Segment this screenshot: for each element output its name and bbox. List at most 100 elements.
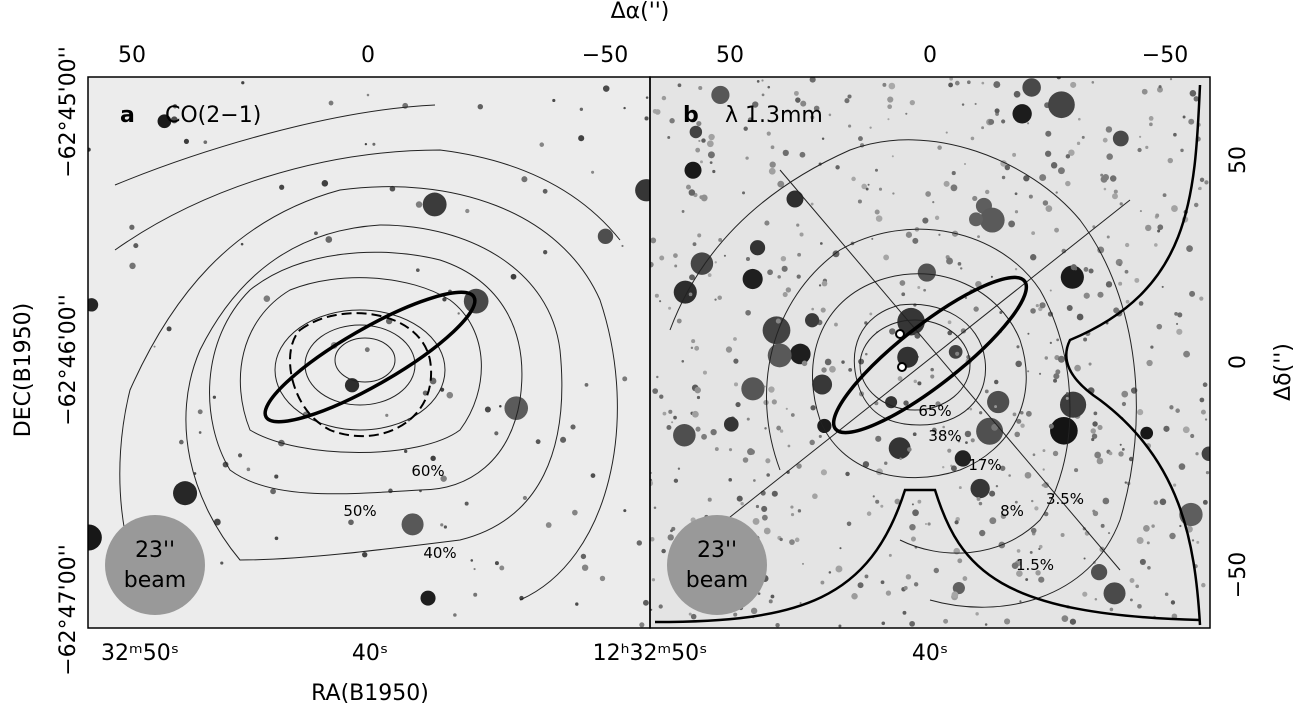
star — [1070, 619, 1076, 625]
star — [838, 624, 841, 627]
star — [1190, 434, 1194, 438]
contour-label: 65% — [918, 402, 951, 420]
star — [819, 284, 821, 286]
star — [771, 595, 775, 599]
star — [762, 515, 768, 521]
star — [764, 528, 771, 535]
star — [1151, 524, 1154, 527]
star — [1092, 421, 1097, 426]
star — [329, 101, 334, 106]
star — [944, 181, 950, 187]
star — [858, 200, 862, 204]
star — [1200, 178, 1204, 182]
star — [796, 223, 799, 226]
star — [457, 312, 459, 314]
star — [869, 312, 872, 315]
star — [889, 554, 892, 557]
star — [820, 242, 823, 245]
star — [741, 377, 764, 400]
star — [780, 429, 783, 432]
star — [1048, 91, 1075, 118]
star — [882, 83, 886, 87]
star — [745, 310, 751, 316]
star — [802, 361, 808, 367]
star — [797, 275, 801, 279]
star — [682, 210, 685, 213]
star — [1125, 243, 1129, 247]
star — [1067, 305, 1073, 311]
star — [881, 622, 885, 626]
star — [598, 229, 613, 244]
star — [659, 300, 661, 302]
star — [786, 287, 791, 292]
star — [495, 561, 499, 565]
star — [325, 236, 332, 243]
star — [511, 274, 517, 280]
star — [746, 257, 750, 261]
star — [575, 602, 578, 605]
star — [951, 465, 957, 471]
star — [652, 578, 655, 581]
star — [691, 252, 713, 274]
star — [913, 432, 917, 436]
star — [764, 221, 769, 226]
star — [937, 145, 941, 149]
star — [1137, 409, 1143, 415]
star — [546, 522, 552, 528]
star — [820, 581, 824, 585]
star — [708, 151, 715, 158]
star — [845, 472, 849, 476]
star — [1134, 278, 1139, 283]
star — [1198, 187, 1201, 190]
beam-a — [105, 515, 205, 615]
star — [1170, 78, 1172, 80]
star — [473, 568, 475, 570]
star — [1092, 510, 1095, 513]
star — [971, 137, 975, 141]
star — [1137, 604, 1142, 609]
star — [930, 368, 934, 372]
star — [766, 473, 770, 477]
star — [129, 225, 134, 230]
star — [1034, 506, 1038, 510]
star — [1050, 342, 1052, 344]
contour-label: 60% — [411, 462, 444, 480]
star — [1008, 220, 1015, 227]
bottom-tick: 32ᵐ50ˢ — [101, 641, 179, 666]
star — [728, 478, 732, 482]
star — [1179, 525, 1181, 527]
star — [981, 126, 984, 129]
star — [819, 435, 822, 438]
star — [694, 387, 700, 393]
star — [1094, 452, 1101, 459]
star — [322, 180, 329, 187]
star — [1150, 345, 1153, 348]
star — [923, 289, 926, 292]
star — [661, 549, 665, 553]
star — [1074, 365, 1081, 372]
bottom-axis-title: RA(B1950) — [311, 681, 429, 706]
star — [543, 250, 547, 254]
star — [795, 538, 800, 543]
star — [839, 547, 841, 549]
star — [465, 502, 469, 506]
star — [674, 479, 678, 483]
star — [543, 189, 548, 194]
star — [570, 424, 575, 429]
beam-b — [667, 515, 767, 615]
star — [1027, 122, 1029, 124]
star — [952, 171, 956, 175]
star — [1039, 545, 1043, 549]
star — [707, 140, 714, 147]
star — [238, 453, 242, 457]
star — [1125, 270, 1129, 274]
star — [655, 109, 661, 115]
star — [800, 152, 806, 158]
star — [385, 414, 388, 417]
star — [949, 345, 963, 359]
star — [708, 273, 712, 277]
star — [1026, 411, 1032, 417]
top-tick: −50 — [1142, 43, 1188, 68]
star — [1154, 500, 1159, 505]
star — [1176, 323, 1178, 325]
